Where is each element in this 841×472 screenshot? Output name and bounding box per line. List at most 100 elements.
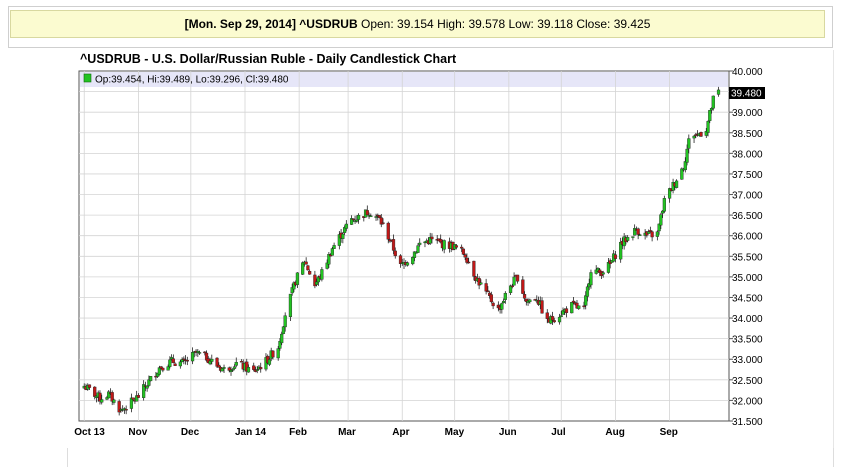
candle-down bbox=[582, 305, 586, 308]
y-tick-label: 36.500 bbox=[732, 211, 763, 222]
x-tick-label: Oct 13 bbox=[74, 427, 105, 438]
candle-down bbox=[365, 210, 369, 216]
candle-up bbox=[559, 315, 563, 317]
quote-date: [Mon. Sep 29, 2014] bbox=[184, 17, 296, 31]
candle-up bbox=[231, 369, 235, 371]
candle-up bbox=[276, 348, 280, 359]
y-tick-label: 34.500 bbox=[732, 293, 763, 304]
candle-up bbox=[442, 240, 446, 250]
candle-down bbox=[377, 215, 382, 218]
candle-down bbox=[521, 279, 525, 294]
candle-up bbox=[683, 161, 687, 171]
candle-down bbox=[393, 250, 397, 257]
candle-up bbox=[315, 281, 319, 285]
x-tick-label: Aug bbox=[605, 427, 624, 438]
candle-up bbox=[659, 214, 663, 226]
candle-up bbox=[557, 316, 562, 323]
y-tick-label: 36.000 bbox=[732, 232, 763, 243]
candle-up bbox=[374, 216, 378, 218]
candle-down bbox=[545, 312, 549, 319]
high-value: 39.578 bbox=[468, 17, 506, 31]
candle-up bbox=[246, 367, 251, 373]
candle-up bbox=[356, 214, 361, 220]
candle-down bbox=[239, 360, 244, 363]
candle-up bbox=[267, 359, 272, 365]
x-tick-label: Mar bbox=[338, 427, 356, 438]
candle-up bbox=[105, 397, 109, 400]
x-tick-label: Jun bbox=[499, 427, 517, 438]
candle-up bbox=[479, 282, 483, 285]
candle-up bbox=[129, 397, 134, 409]
candle-up bbox=[570, 302, 574, 314]
candle-up bbox=[341, 233, 345, 239]
candle-up bbox=[638, 234, 642, 236]
candle-up bbox=[411, 257, 415, 265]
x-tick-label: Jul bbox=[551, 427, 566, 438]
low-label: Low: bbox=[508, 17, 534, 31]
candle-up bbox=[418, 242, 422, 245]
open-value: 39.154 bbox=[397, 17, 434, 31]
candle-up bbox=[220, 368, 224, 372]
candle-down bbox=[472, 260, 476, 277]
x-tick-label: Apr bbox=[392, 427, 409, 438]
grid-lines bbox=[79, 71, 729, 421]
x-tick-label: Jan 14 bbox=[235, 427, 267, 438]
candle-up bbox=[178, 361, 182, 367]
candle-down bbox=[510, 285, 514, 288]
bottom-frame-right bbox=[833, 448, 834, 467]
candle-up bbox=[168, 359, 172, 367]
plot-background bbox=[78, 70, 730, 422]
candle-down bbox=[515, 274, 520, 282]
candle-up bbox=[100, 399, 104, 403]
candle-up bbox=[687, 138, 691, 149]
candle-down bbox=[203, 351, 207, 354]
candle-up bbox=[412, 251, 417, 258]
candle-down bbox=[351, 218, 355, 221]
candle-up bbox=[332, 245, 336, 249]
candle-up bbox=[716, 89, 721, 95]
candle-down bbox=[454, 245, 459, 248]
y-tick-label: 32.000 bbox=[732, 396, 763, 407]
candle-up bbox=[601, 272, 605, 275]
candle-down bbox=[304, 261, 308, 265]
candle-up bbox=[135, 395, 139, 402]
candle-down bbox=[463, 254, 467, 258]
candle-down bbox=[460, 246, 464, 249]
candle-up bbox=[692, 135, 696, 139]
candle-up bbox=[577, 305, 581, 309]
candle-up bbox=[369, 215, 373, 218]
candle-up bbox=[344, 223, 348, 229]
candle-up bbox=[197, 352, 202, 354]
legend-band bbox=[80, 72, 728, 87]
candle-down bbox=[552, 320, 556, 323]
candle-up bbox=[166, 366, 170, 371]
candle-down bbox=[540, 300, 544, 314]
y-tick-label: 37.500 bbox=[732, 170, 763, 181]
candle-up bbox=[647, 231, 651, 234]
candle-down bbox=[430, 236, 434, 240]
quote-symbol: ^USDRUB bbox=[299, 17, 358, 31]
y-tick-label: 38.500 bbox=[732, 129, 763, 140]
candle-up bbox=[157, 367, 161, 375]
legend-text: Op:39.454, Hi:39.489, Lo:39.296, Cl:39.4… bbox=[95, 75, 289, 86]
candle-down bbox=[489, 294, 493, 303]
candle-up bbox=[112, 399, 116, 403]
candle-down bbox=[110, 392, 114, 402]
candle-up bbox=[662, 198, 666, 212]
candle-down bbox=[486, 290, 490, 292]
right-frame-edge bbox=[833, 50, 834, 450]
candle-down bbox=[491, 302, 495, 307]
candle-down bbox=[252, 365, 256, 370]
low-value: 39.118 bbox=[537, 17, 573, 31]
candle-up bbox=[711, 95, 715, 109]
candle-up bbox=[405, 262, 410, 266]
candle-down bbox=[564, 308, 569, 313]
candle-up bbox=[288, 293, 293, 318]
candle-up bbox=[584, 295, 588, 306]
candle-down bbox=[308, 271, 312, 275]
candle-up bbox=[500, 303, 504, 310]
candle-up bbox=[626, 237, 630, 241]
y-tick-label: 39.000 bbox=[732, 108, 763, 119]
candle-down bbox=[306, 265, 310, 271]
candle-up bbox=[355, 219, 359, 222]
